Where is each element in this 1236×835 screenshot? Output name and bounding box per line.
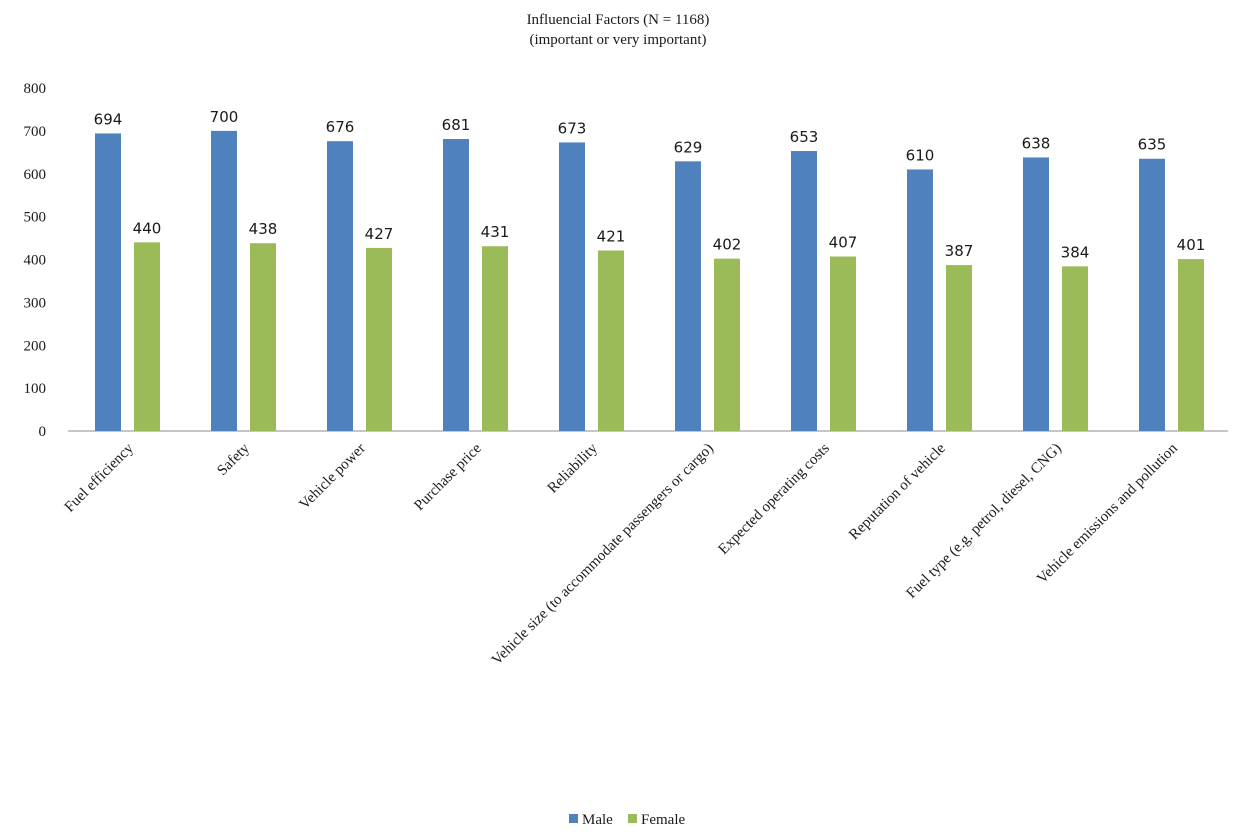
bar-female [830, 256, 856, 431]
data-label-male: 610 [906, 146, 935, 164]
bar-male [675, 161, 701, 431]
bar-female [598, 250, 624, 431]
category-labels-group: Fuel efficiency Safety Vehicle power Purcha… [62, 440, 1181, 668]
y-tick-label: 0 [39, 424, 47, 440]
y-tick-label: 600 [24, 167, 47, 183]
data-label-female: 421 [597, 227, 626, 245]
y-axis: 0 100 200 300 400 500 600 700 800 [24, 81, 47, 440]
data-label-female: 431 [481, 223, 510, 241]
bar-male [791, 151, 817, 431]
x-category-label: Vehicle size (to accommodate passengers … [489, 441, 717, 669]
bar-male [1023, 157, 1049, 431]
bar-female [714, 258, 740, 431]
data-label-female: 440 [133, 219, 162, 237]
data-labels-group: 694 440 700 438 676 427 681 431 673 421 629 402 653 4… [94, 108, 1206, 261]
chart-subtitle: (important or very important) [529, 32, 706, 48]
bars-group [95, 130, 1204, 432]
y-tick-label: 800 [24, 81, 47, 97]
x-category-label: Safety [214, 440, 253, 479]
bar-female [250, 243, 276, 431]
data-label-female: 384 [1061, 243, 1090, 261]
bar-female [1062, 266, 1088, 431]
data-label-male: 629 [674, 138, 703, 156]
data-label-male: 681 [442, 116, 471, 134]
data-label-female: 407 [829, 233, 858, 251]
legend-swatch-male [569, 814, 578, 823]
y-tick-label: 100 [24, 381, 47, 397]
data-label-female: 438 [249, 220, 278, 238]
x-category-label: Purchase price [411, 440, 485, 514]
bar-male [327, 141, 353, 432]
legend-label-female: Female [641, 812, 685, 828]
x-category-label: Expected operating costs [715, 440, 832, 557]
bar-female [1178, 259, 1204, 431]
bar-male [443, 139, 469, 432]
x-category-label: Reliability [545, 440, 601, 496]
bar-female [134, 242, 160, 431]
bar-female [482, 246, 508, 431]
y-tick-label: 500 [24, 210, 47, 226]
data-label-female: 387 [945, 242, 974, 260]
data-label-male: 653 [790, 128, 819, 146]
x-category-label: Reputation of vehicle [846, 440, 949, 543]
y-tick-label: 700 [24, 124, 47, 140]
y-tick-label: 400 [24, 253, 47, 269]
data-label-male: 635 [1138, 136, 1167, 154]
y-tick-label: 200 [24, 338, 47, 354]
x-category-label: Vehicle power [297, 441, 369, 513]
data-label-male: 700 [210, 108, 239, 126]
chart-title: Influencial Factors (N = 1168) [527, 12, 710, 28]
bar-male [559, 142, 585, 432]
bar-male [95, 133, 121, 431]
data-label-male: 694 [94, 110, 123, 128]
bar-male [1139, 158, 1165, 431]
y-tick-label: 300 [24, 295, 47, 311]
x-category-label: Vehicle emissions and pollution [1034, 440, 1181, 587]
data-label-female: 427 [365, 225, 394, 243]
data-label-male: 676 [326, 118, 355, 136]
data-label-female: 401 [1177, 236, 1206, 254]
bar-male [211, 130, 237, 431]
bar-female [946, 265, 972, 431]
data-label-male: 673 [558, 119, 587, 137]
legend: Male Female [569, 812, 685, 828]
data-label-female: 402 [713, 236, 742, 254]
data-label-male: 638 [1022, 134, 1051, 152]
bar-female [366, 247, 392, 431]
x-category-label: Fuel efficiency [62, 440, 137, 515]
bar-male [907, 169, 933, 431]
legend-label-male: Male [582, 812, 613, 828]
legend-swatch-female [628, 814, 637, 823]
